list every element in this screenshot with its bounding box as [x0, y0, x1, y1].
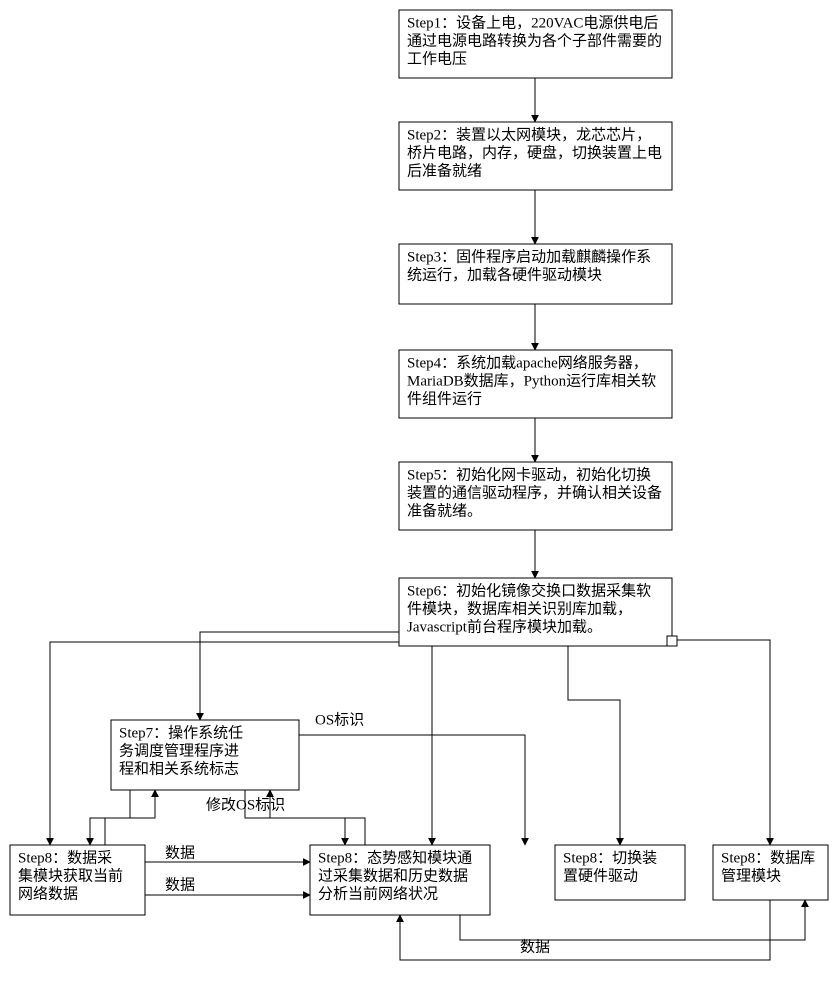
node-text-step7-line2: 程和相关系统标志	[119, 761, 239, 778]
edge-e6_8d	[672, 640, 770, 845]
edge-e6_8c	[568, 646, 620, 845]
node-text-step8a-line2: 网络数据	[18, 886, 78, 903]
edge-label-e8a_8b_bot: 数据	[165, 877, 195, 894]
node-text-step8d-line0: Step8：数据库	[721, 850, 815, 867]
node-text-step5-line0: Step5：初始化网卡驱动，初始化切换	[407, 467, 651, 484]
node-step8d: Step8：数据库管理模块	[713, 845, 828, 900]
edge-e8b_8d	[460, 900, 805, 940]
node-step6: Step6：初始化镜像交换口数据采集软件模块，数据库相关识别库加载，Javasc…	[399, 578, 672, 646]
node-text-step6-line1: 件模块，数据库相关识别库加载，	[407, 601, 632, 618]
node-text-step4-line1: MariaDB数据库，Python运行库相关软	[407, 373, 656, 390]
node-text-step4-line0: Step4：系统加载apache网络服务器，	[407, 355, 648, 372]
node-text-step8b-line0: Step8：态势感知模块通	[318, 850, 472, 867]
node-text-step4-line2: 件组件运行	[407, 391, 482, 408]
node-text-step3-line1: 统运行，加载各硬件驱动模块	[407, 267, 602, 284]
node-step4: Step4：系统加载apache网络服务器，MariaDB数据库，Python运…	[399, 350, 672, 418]
node-text-step6-line2: Javascript前台程序模块加载。	[407, 619, 602, 636]
node-step8c: Step8：切换装置硬件驱动	[555, 845, 685, 900]
node-text-step2-line0: Step2：装置以太网模块，龙芯芯片，	[407, 127, 651, 144]
node-step7: Step7：操作系统任务调度管理程序进程和相关系统标志	[111, 720, 299, 790]
node-text-step1-line0: Step1：设备上电，220VAC电源供电后	[407, 15, 658, 32]
edge-label-e8d_8b: 数据	[520, 939, 550, 956]
node-text-step2-line2: 后准备就绪	[407, 163, 482, 180]
node-text-step5-line2: 准备就绪。	[407, 503, 482, 520]
node-text-step5-line1: 装置的通信驱动程序，并确认相关设备	[407, 485, 662, 502]
node-step3: Step3：固件程序启动加载麒麟操作系统运行，加载各硬件驱动模块	[399, 244, 672, 304]
node-text-step1-line1: 通过电源电路转换为各个子部件需要的	[407, 33, 662, 50]
node-text-step8b-line1: 过采集数据和历史数据	[318, 868, 468, 885]
node-text-step1-line2: 工作电压	[407, 51, 467, 68]
node-text-step7-line0: Step7：操作系统任	[119, 725, 243, 742]
node-text-step6-line0: Step6：初始化镜像交换口数据采集软	[407, 582, 651, 600]
node-step8b: Step8：态势感知模块通过采集数据和历史数据分析当前网络状况	[310, 845, 490, 915]
node-text-step8d-line1: 管理模块	[721, 868, 781, 885]
node-text-step8c-line1: 置硬件驱动	[563, 868, 638, 885]
node-text-step3-line0: Step3：固件程序启动加载麒麟操作系	[407, 249, 651, 266]
node-text-step7-line1: 务调度管理程序进	[119, 743, 239, 760]
node-text-step8a-line1: 集模块获取当前	[18, 868, 123, 885]
node-step2: Step2：装置以太网模块，龙芯芯片，桥片电路，内存，硬盘，切换装置上电后准备就…	[399, 122, 672, 190]
edge-label-e8a_8b_top: 数据	[165, 845, 195, 862]
node-step1: Step1：设备上电，220VAC电源供电后通过电源电路转换为各个子部件需要的工…	[399, 10, 672, 78]
edge-e7_right_os	[299, 735, 525, 845]
node-step5: Step5：初始化网卡驱动，初始化切换装置的通信驱动程序，并确认相关设备准备就绪…	[399, 462, 672, 530]
node-text-step2-line1: 桥片电路，内存，硬盘，切换装置上电	[407, 144, 662, 162]
node-step8a: Step8：数据采集模块获取当前网络数据	[10, 845, 145, 915]
node-text-step8a-line0: Step8：数据采	[18, 850, 112, 867]
edge-label-e7_right_os: OS标识	[315, 712, 364, 729]
node-step6-handle	[667, 636, 677, 646]
edge-label-e7_8b: 修改OS标识	[206, 797, 285, 814]
edge-e6_7	[200, 632, 399, 720]
node-text-step8c-line0: Step8：切换装	[563, 850, 657, 867]
node-text-step8b-line2: 分析当前网络状况	[318, 886, 438, 903]
